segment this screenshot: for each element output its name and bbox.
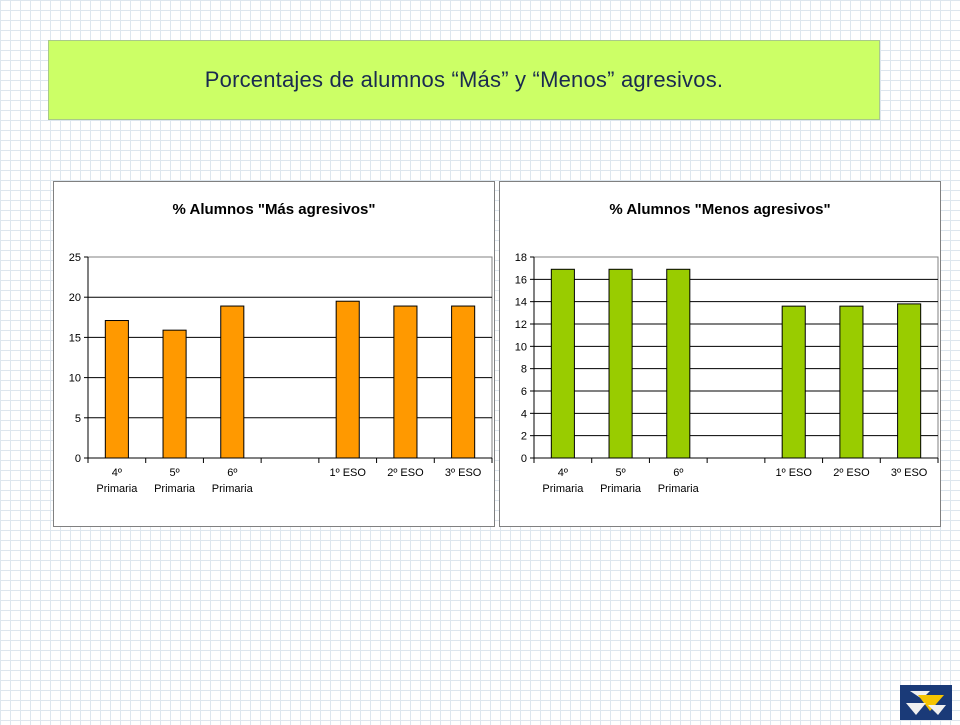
x-tick-label: Primaria [96,483,138,495]
x-tick-label: Primaria [542,483,584,495]
bar-5 [393,305,418,459]
x-tick-label: 1º ESO [330,467,367,479]
bar-4 [335,300,360,459]
institution-logo-icon [900,685,952,720]
x-tick-label: Primaria [212,483,254,495]
bar-5 [839,305,864,459]
y-tick-label: 5 [75,413,81,425]
y-tick-label: 10 [69,373,81,385]
slide-title-box: Porcentajes de alumnos “Más” y “Menos” a… [48,40,880,120]
plot-area [87,256,493,459]
plot-area [533,256,939,459]
x-tick-label: 6º [227,467,237,479]
x-tick-label: 4º [112,467,122,479]
chart-panel-mas-agresivos: % Alumnos "Más agresivos" 0 5 10 15 20 25 4º Pri… [53,181,495,527]
y-tick-label: 18 [515,252,527,264]
y-tick-label: 8 [521,364,527,376]
x-tick-label: 2º ESO [833,467,870,479]
y-tick-label: 2 [521,431,527,443]
y-tick-label: 0 [521,453,527,465]
x-tick-label: 3º ESO [891,467,928,479]
bar-2 [220,305,245,459]
bar-0 [550,268,575,459]
y-tick-label: 4 [521,408,527,420]
x-tick-label: Primaria [600,483,642,495]
chart-menos-agresivos: % Alumnos "Menos agresivos" 0 2 4 6 8 10 12 14 16… [515,201,939,495]
x-tick-label: 5º [170,467,180,479]
y-tick-label: 15 [69,332,81,344]
y-tick-label: 6 [521,386,527,398]
slide-title: Porcentajes de alumnos “Más” y “Menos” a… [204,67,724,92]
y-tick-label: 16 [515,274,527,286]
chart-title: % Alumnos "Más agresivos" [173,201,376,218]
x-tick-label: 6º [673,467,683,479]
chart-title: % Alumnos "Menos agresivos" [609,201,830,218]
bar-4 [781,305,806,459]
chart-panel-menos-agresivos: % Alumnos "Menos agresivos" 0 2 4 6 8 10 12 14 16… [499,181,941,527]
bar-2 [666,268,691,459]
y-tick-label: 20 [69,292,81,304]
y-tick-label: 12 [515,319,527,331]
x-tick-label: 3º ESO [445,467,482,479]
bar-6 [451,305,476,459]
x-tick-label: 4º [558,467,568,479]
chart-mas-agresivos: % Alumnos "Más agresivos" 0 5 10 15 20 25 4º Pri… [69,201,493,495]
y-tick-label: 0 [75,453,81,465]
x-tick-label: 2º ESO [387,467,424,479]
y-tick-label: 25 [69,252,81,264]
bar-1 [608,268,633,459]
y-tick-label: 14 [515,297,527,309]
bar-6 [897,303,922,459]
x-tick-label: Primaria [154,483,196,495]
x-tick-label: 5º [616,467,626,479]
x-tick-label: Primaria [658,483,700,495]
bar-0 [104,320,129,459]
x-tick-label: 1º ESO [776,467,813,479]
bar-1 [162,329,187,459]
y-tick-label: 10 [515,341,527,353]
